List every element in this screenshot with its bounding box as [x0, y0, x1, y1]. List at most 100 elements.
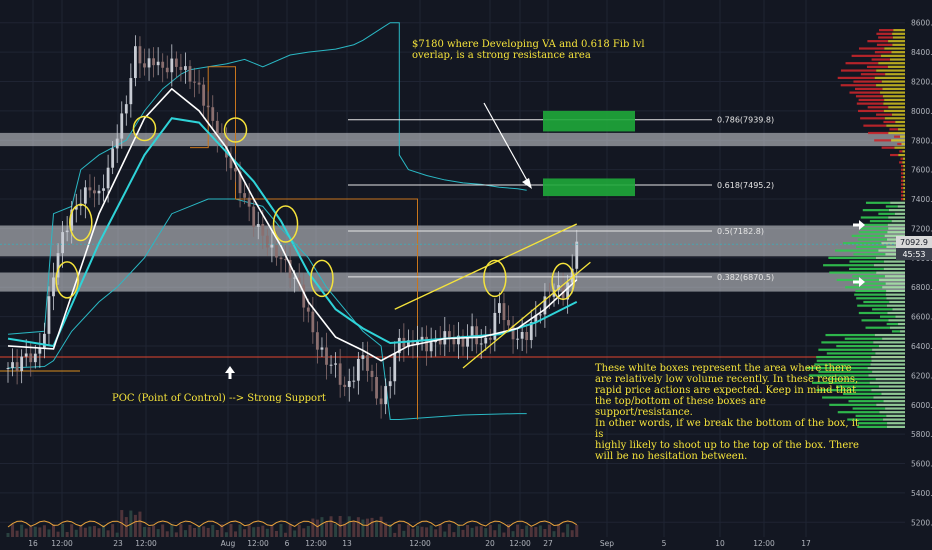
profile-bar-main [891, 330, 901, 333]
fib-label: 0.786(7939.8) [717, 116, 774, 125]
profile-bar-secondary [903, 164, 905, 168]
y-tick-label: 6200.0 [911, 371, 932, 380]
volume-bar [379, 516, 383, 537]
volume-bar [70, 524, 74, 537]
profile-bar-main [863, 300, 890, 304]
volume-bar [202, 526, 206, 537]
highlight-circle [132, 115, 157, 142]
profile-bar-main [886, 322, 899, 326]
x-tick-label: 13 [342, 539, 352, 548]
profile-bar-main [858, 47, 885, 50]
fib-label: 0.5(7182.8) [717, 227, 764, 236]
profile-bar-main [867, 106, 889, 109]
profile-bar-secondary [888, 40, 905, 43]
volume-bar [525, 525, 529, 537]
candle-body [520, 331, 524, 339]
profile-bar-main [818, 348, 873, 351]
va-lower-line [7, 198, 527, 420]
volume-bar [306, 525, 310, 537]
candle-body [111, 148, 115, 168]
volume-bar [347, 516, 351, 537]
candle-body [238, 171, 242, 194]
profile-bar-main [853, 253, 886, 256]
profile-bar-secondary [884, 234, 905, 237]
y-tick-label: 7800.0 [911, 136, 932, 145]
profile-bar-main [901, 164, 904, 168]
candle-body [557, 285, 560, 290]
volume-bar [29, 525, 33, 537]
volume-bar [352, 521, 356, 537]
profile-bar-secondary [894, 212, 905, 215]
candle-body [129, 78, 133, 105]
volume-bar [520, 528, 524, 537]
profile-bar-main [857, 238, 888, 241]
candle-body [124, 104, 128, 114]
volume-bar [493, 530, 497, 537]
candle-body [493, 312, 497, 340]
volume-bar [456, 524, 460, 537]
profile-bar-main [855, 414, 887, 417]
volume-bar [288, 524, 292, 537]
volume-bar [293, 530, 297, 537]
profile-bar-main [855, 95, 883, 98]
profile-bar-secondary [903, 172, 905, 175]
candle-body [252, 206, 256, 227]
candle-body [347, 381, 351, 387]
profile-bar-main [901, 172, 904, 175]
x-tick-label: 12:00 [409, 539, 431, 548]
profile-bar-secondary [883, 267, 905, 271]
volume-bar [243, 529, 247, 537]
volume-bar [434, 529, 438, 537]
volume-bar [252, 527, 256, 537]
profile-bar-main [856, 102, 884, 105]
candle-body [356, 358, 360, 381]
profile-bar-secondary [878, 249, 905, 252]
y-tick-label: 6600.0 [911, 313, 932, 322]
profile-bar-main [861, 319, 889, 322]
y-axis[interactable]: 5200.0 5400.0 5600.0 5800.0 6000.0 6200.0 6400… [905, 0, 932, 550]
candle-body [466, 338, 469, 347]
candle-body [452, 338, 456, 345]
candle-body [306, 307, 310, 312]
candle-body [288, 259, 292, 279]
candle-body [115, 138, 119, 149]
profile-bar-main [876, 32, 893, 35]
volume-bar [6, 533, 10, 537]
volume-bar [179, 524, 183, 537]
volume-bar [338, 516, 342, 537]
profile-bar-secondary [883, 418, 905, 421]
profile-bar-main [836, 344, 879, 348]
x-axis[interactable]: 16 12:00 23 12:00 Aug 12:00 6 12:00 13 12:00 20 12:… [28, 539, 811, 548]
candle-body [243, 193, 246, 198]
profile-bar-main [860, 117, 885, 120]
candle-body [575, 241, 579, 269]
x-tick-label: 5 [662, 539, 667, 548]
volume-bar [274, 530, 278, 537]
profile-bar-secondary [892, 43, 905, 46]
candle-body [179, 66, 183, 70]
profile-bar-main [818, 370, 873, 373]
profile-bar-main [842, 242, 882, 245]
profile-bar-secondary [876, 271, 905, 274]
profile-bar-main [822, 396, 874, 399]
profile-bar-secondary [886, 425, 905, 428]
profile-bar-secondary [887, 223, 905, 226]
candle-body [416, 340, 419, 346]
ma-slow-line [7, 117, 578, 348]
profile-bar-secondary [882, 87, 905, 91]
profile-bar-main [842, 392, 882, 395]
profile-bar-main [845, 286, 883, 289]
volume-bar [238, 524, 242, 537]
candle-body [29, 353, 33, 363]
volume-bar [247, 525, 251, 537]
candle-body [507, 320, 510, 326]
volume-bar [61, 524, 65, 537]
y-tick-label: 5200.0 [911, 518, 932, 527]
profile-bar-secondary [891, 51, 905, 54]
volume-bar [234, 531, 237, 537]
fib-levels: 0.786(7939.8) 0.618(7495.2) 0.5(7182.8) 0.3… [0, 116, 905, 282]
highlight-circle [272, 205, 299, 243]
volume-bar [425, 527, 429, 537]
candle-body [188, 66, 192, 82]
